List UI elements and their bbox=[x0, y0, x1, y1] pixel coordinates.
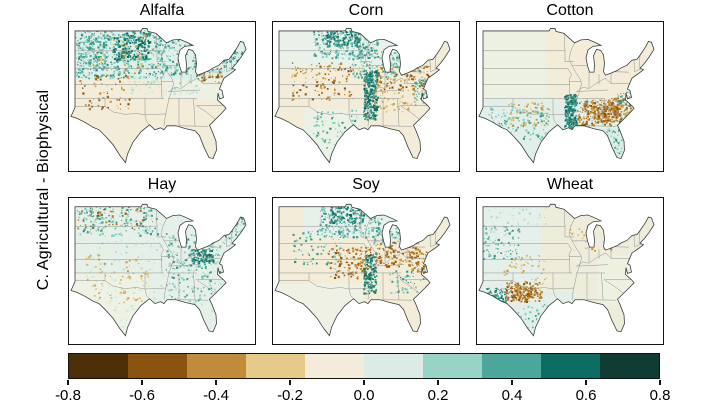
colorbar-tick-label: -0.6 bbox=[129, 387, 155, 404]
colorbar-tick bbox=[141, 380, 143, 385]
colorbar-segment bbox=[69, 354, 128, 378]
colorbar-segment bbox=[423, 354, 482, 378]
colorbar-tick bbox=[215, 380, 217, 385]
colorbar-tick-label: -0.4 bbox=[203, 387, 229, 404]
colorbar-tick-label: -0.2 bbox=[277, 387, 303, 404]
us-map-alfalfa bbox=[70, 28, 247, 164]
map-panel-corn bbox=[272, 21, 460, 172]
colorbar-segment bbox=[600, 354, 659, 378]
panel-title-wheat: Wheat bbox=[546, 176, 594, 193]
colorbar-segment bbox=[246, 354, 305, 378]
panel-title-alfalfa: Alfalfa bbox=[139, 2, 185, 19]
panel-title-cotton: Cotton bbox=[546, 2, 594, 19]
colorbar-tick-label: -0.8 bbox=[55, 387, 81, 404]
us-map-wheat bbox=[478, 203, 655, 337]
us-map-soy bbox=[274, 203, 451, 337]
colorbar-tick-label: 0.4 bbox=[501, 387, 523, 404]
colorbar-tick bbox=[585, 380, 587, 385]
us-map-hay bbox=[70, 203, 247, 337]
colorbar bbox=[68, 353, 660, 379]
colorbar-tick bbox=[659, 380, 661, 385]
map-panel-cotton bbox=[476, 21, 664, 172]
colorbar-segment bbox=[482, 354, 541, 378]
panel-title-corn: Corn bbox=[348, 2, 384, 19]
us-map-corn bbox=[274, 28, 451, 164]
colorbar-segment bbox=[305, 354, 364, 378]
colorbar-ticks: -0.8 -0.6 -0.4 -0.2 0.0 0.2 0.4 0.6 0.8 bbox=[55, 379, 670, 413]
us-map-cotton bbox=[478, 28, 655, 164]
colorbar-segment bbox=[128, 354, 187, 378]
colorbar-tick-label: 0.8 bbox=[649, 387, 671, 404]
panel-title-hay: Hay bbox=[147, 176, 177, 193]
colorbar-tick bbox=[67, 380, 69, 385]
colorbar-tick bbox=[511, 380, 513, 385]
colorbar-tick-label: 0.0 bbox=[353, 387, 375, 404]
colorbar-segment bbox=[187, 354, 246, 378]
map-panel-hay bbox=[68, 197, 256, 345]
colorbar-segment bbox=[364, 354, 423, 378]
colorbar-tick-label: 0.2 bbox=[427, 387, 449, 404]
colorbar-segment bbox=[541, 354, 600, 378]
map-panel-alfalfa bbox=[68, 21, 256, 172]
colorbar-tick bbox=[289, 380, 291, 385]
panel-title-soy: Soy bbox=[352, 176, 380, 193]
colorbar-tick bbox=[437, 380, 439, 385]
row-label: C. Agricultural - Biophysical bbox=[35, 89, 52, 291]
colorbar-tick bbox=[363, 380, 365, 385]
colorbar-tick-label: 0.6 bbox=[575, 387, 597, 404]
map-panel-wheat bbox=[476, 197, 664, 345]
map-panel-soy bbox=[272, 197, 460, 345]
